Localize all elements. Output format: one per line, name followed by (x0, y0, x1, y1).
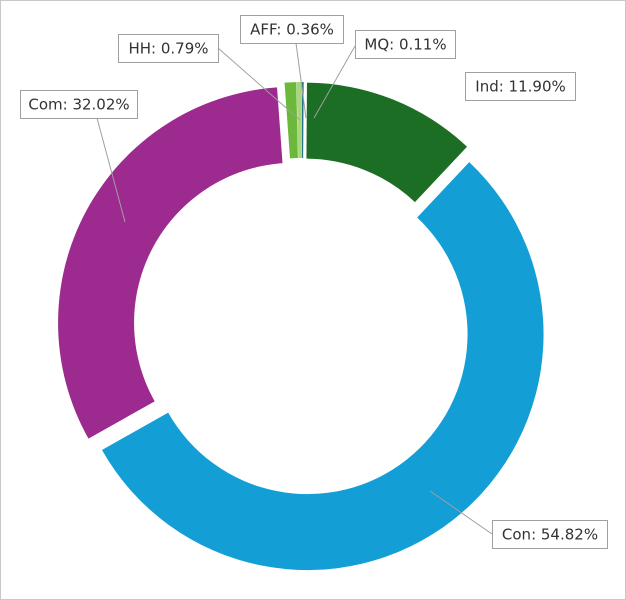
donut-segment (296, 82, 302, 159)
label-box (465, 72, 576, 101)
donut-segment (101, 162, 544, 571)
leader-line (96, 117, 126, 223)
label-box (355, 30, 456, 59)
label-box (118, 34, 219, 63)
label-box (240, 15, 344, 44)
leader-line (217, 47, 301, 121)
donut-segment (306, 82, 468, 203)
data-label: Con: 54.82% (502, 526, 598, 544)
data-label: MQ: 0.11% (364, 36, 446, 54)
data-label: Com: 32.02% (28, 96, 129, 114)
leader-line (429, 490, 493, 535)
donut-segment (58, 87, 283, 439)
data-label: Ind: 11.90% (475, 78, 565, 96)
leader-line (313, 45, 356, 119)
leader-line (295, 42, 307, 119)
donut-segment (284, 82, 298, 159)
data-label: HH: 0.79% (128, 40, 208, 58)
data-label: AFF: 0.36% (250, 21, 334, 39)
label-box (492, 520, 608, 549)
label-box (20, 90, 138, 119)
